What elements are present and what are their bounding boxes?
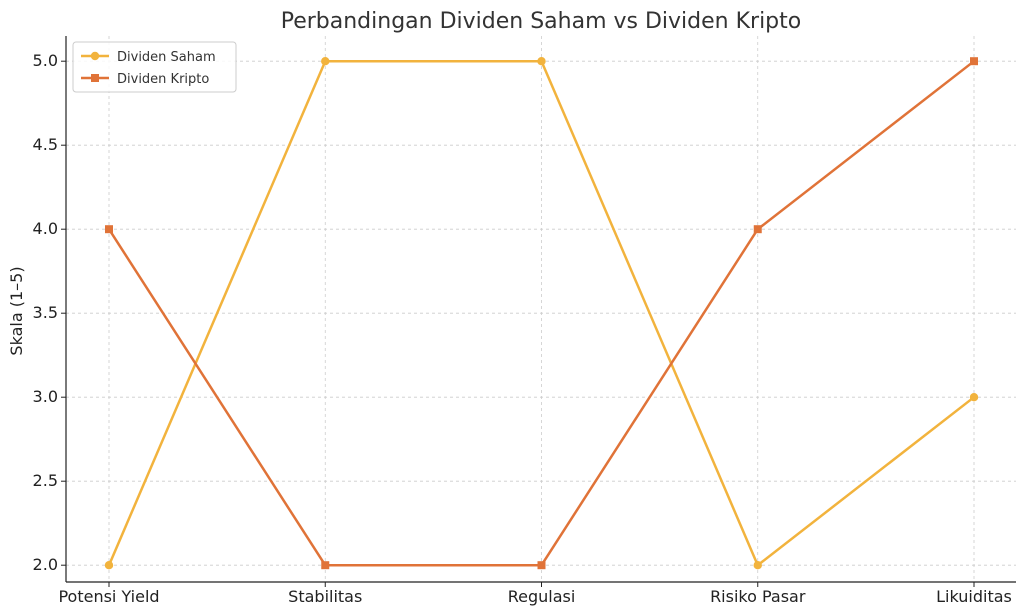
- grid: [66, 36, 1016, 582]
- legend-label: Dividen Saham: [117, 50, 216, 65]
- legend-box: [72, 41, 237, 93]
- x-tick-label: Potensi Yield: [58, 587, 159, 606]
- series-lines: [104, 57, 979, 570]
- series-2: [105, 57, 978, 570]
- y-axis-label: Skala (1–5): [7, 266, 26, 355]
- x-tick-label: Risiko Pasar: [710, 587, 806, 606]
- data-point-circle: [969, 393, 979, 402]
- legend-marker-circle: [90, 51, 100, 61]
- y-tick-label: 4.5: [33, 135, 58, 154]
- axes: 2.0 2.5 3.0 3.5 4.0 4.5 5.0 Potensi Yield Stabil…: [33, 36, 1016, 606]
- y-tick-label: 5.0: [33, 51, 58, 70]
- series-1: [104, 57, 979, 570]
- x-tick-label: Stabilitas: [288, 587, 362, 606]
- y-tick-label: 4.0: [33, 219, 58, 238]
- data-point-square: [321, 561, 330, 570]
- x-tick-label: Likuiditas: [936, 587, 1012, 606]
- data-point-square: [537, 561, 546, 570]
- legend-item-1: Dividen Saham: [81, 50, 216, 65]
- data-point-circle: [321, 57, 330, 66]
- data-point-circle: [753, 561, 762, 570]
- legend-label: Dividen Kripto: [117, 72, 209, 87]
- legend-item-2: Dividen Kripto: [81, 72, 209, 87]
- data-point-circle: [537, 57, 546, 66]
- data-point-square: [970, 57, 978, 66]
- chart-title: Perbandingan Dividen Saham vs Dividen Kr…: [281, 9, 802, 34]
- y-tick-label: 3.5: [33, 303, 58, 322]
- y-tick-label: 3.0: [33, 387, 58, 406]
- data-point-circle: [104, 561, 114, 570]
- y-tick-label: 2.0: [33, 555, 58, 574]
- legend: Dividen Saham Dividen Kripto: [72, 41, 237, 93]
- y-tick-label: 2.5: [33, 471, 58, 490]
- legend-marker-square: [91, 74, 99, 82]
- data-point-square: [105, 225, 113, 234]
- x-tick-label: Regulasi: [508, 587, 576, 606]
- data-point-square: [753, 225, 762, 234]
